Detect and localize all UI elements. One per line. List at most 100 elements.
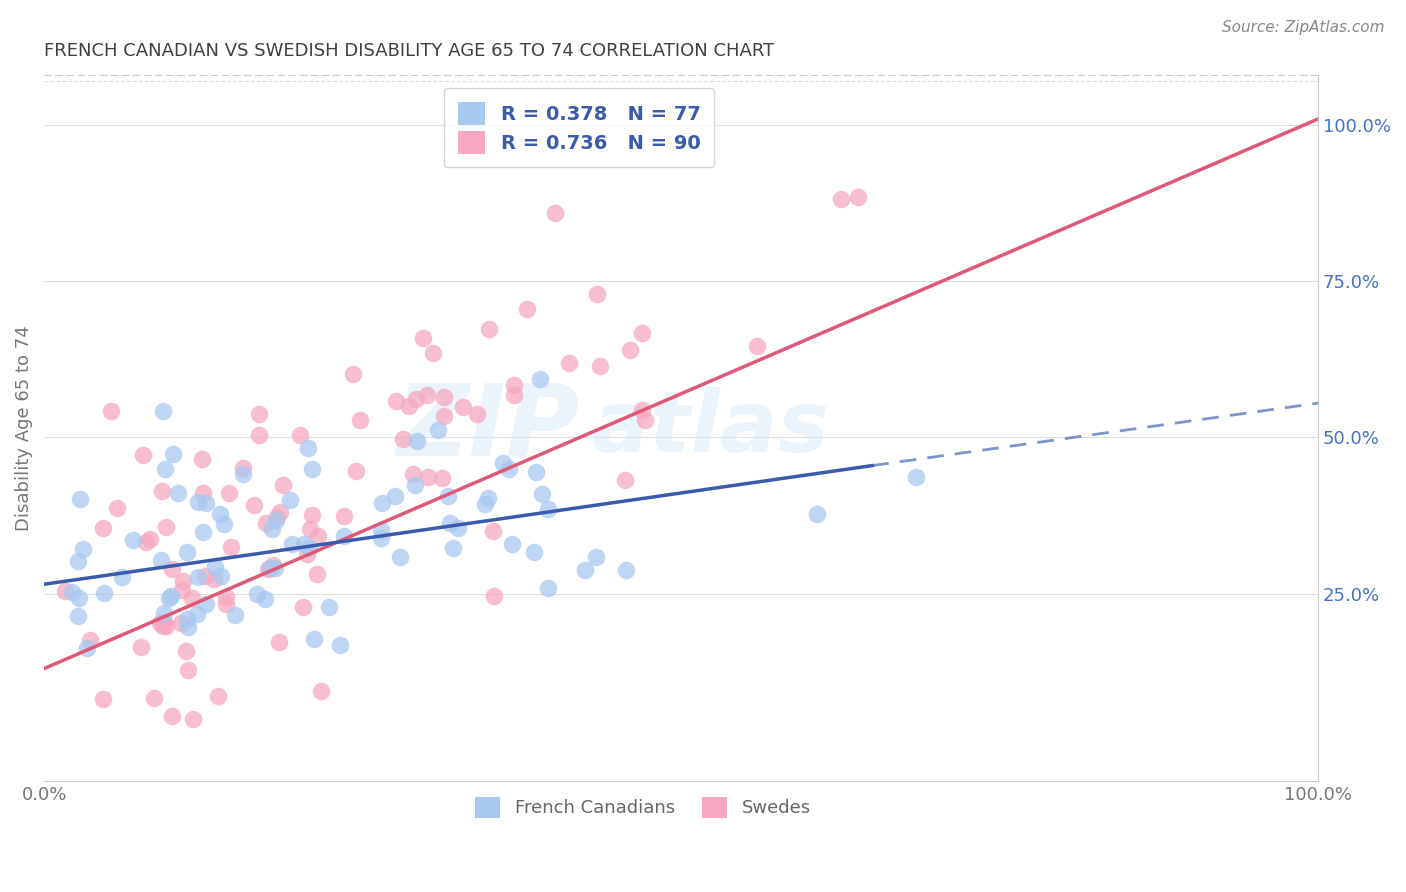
Text: Source: ZipAtlas.com: Source: ZipAtlas.com bbox=[1222, 20, 1385, 35]
Point bbox=[478, 322, 501, 336]
Point bbox=[177, 664, 200, 678]
Point bbox=[371, 496, 394, 510]
Point bbox=[79, 632, 101, 647]
Point bbox=[266, 510, 288, 524]
Point bbox=[246, 586, 269, 600]
Point bbox=[631, 326, 654, 340]
Point bbox=[232, 467, 254, 482]
Point bbox=[149, 616, 172, 631]
Point bbox=[155, 520, 177, 534]
Point bbox=[67, 554, 90, 568]
Point bbox=[619, 343, 641, 358]
Point bbox=[404, 478, 426, 492]
Point bbox=[138, 532, 160, 546]
Point bbox=[224, 607, 246, 622]
Point bbox=[589, 359, 612, 374]
Point bbox=[297, 541, 319, 555]
Point bbox=[474, 497, 496, 511]
Point bbox=[389, 549, 412, 564]
Point bbox=[299, 522, 322, 536]
Point bbox=[219, 540, 242, 554]
Point bbox=[254, 516, 277, 531]
Point bbox=[501, 536, 523, 550]
Point bbox=[247, 407, 270, 421]
Point bbox=[157, 591, 180, 606]
Point bbox=[155, 618, 177, 632]
Point bbox=[278, 492, 301, 507]
Point bbox=[269, 505, 291, 519]
Point bbox=[162, 446, 184, 460]
Point bbox=[262, 558, 284, 573]
Point bbox=[465, 407, 488, 421]
Point bbox=[172, 583, 194, 598]
Point bbox=[301, 508, 323, 523]
Point bbox=[204, 560, 226, 574]
Point bbox=[91, 521, 114, 535]
Point bbox=[215, 590, 238, 604]
Point bbox=[491, 456, 513, 470]
Point bbox=[451, 400, 474, 414]
Point bbox=[193, 524, 215, 539]
Point bbox=[259, 560, 281, 574]
Point bbox=[370, 531, 392, 545]
Point bbox=[195, 597, 218, 611]
Point bbox=[342, 367, 364, 381]
Point bbox=[295, 547, 318, 561]
Point bbox=[280, 537, 302, 551]
Point bbox=[437, 489, 460, 503]
Point bbox=[209, 568, 232, 582]
Point bbox=[160, 708, 183, 723]
Point bbox=[402, 467, 425, 482]
Point bbox=[193, 486, 215, 500]
Point bbox=[150, 483, 173, 498]
Point bbox=[271, 478, 294, 492]
Point bbox=[498, 461, 520, 475]
Point bbox=[426, 423, 449, 437]
Point bbox=[153, 462, 176, 476]
Point bbox=[447, 521, 470, 535]
Point bbox=[433, 409, 456, 423]
Point bbox=[177, 620, 200, 634]
Point bbox=[630, 403, 652, 417]
Point bbox=[503, 378, 526, 392]
Point bbox=[254, 592, 277, 607]
Point bbox=[169, 616, 191, 631]
Point bbox=[232, 461, 254, 475]
Point bbox=[111, 570, 134, 584]
Point bbox=[502, 387, 524, 401]
Point bbox=[195, 496, 218, 510]
Point bbox=[523, 545, 546, 559]
Point bbox=[307, 529, 329, 543]
Point bbox=[904, 470, 927, 484]
Point bbox=[329, 638, 352, 652]
Point bbox=[524, 465, 547, 479]
Point bbox=[301, 462, 323, 476]
Point bbox=[482, 524, 505, 538]
Point bbox=[529, 372, 551, 386]
Point bbox=[318, 599, 340, 614]
Point bbox=[174, 643, 197, 657]
Point bbox=[262, 522, 284, 536]
Point bbox=[482, 589, 505, 603]
Point bbox=[830, 192, 852, 206]
Point bbox=[256, 562, 278, 576]
Point bbox=[214, 517, 236, 532]
Point bbox=[191, 451, 214, 466]
Point bbox=[247, 428, 270, 442]
Point bbox=[53, 583, 76, 598]
Point bbox=[291, 599, 314, 614]
Point bbox=[76, 640, 98, 655]
Point bbox=[208, 507, 231, 521]
Point bbox=[218, 486, 240, 500]
Point bbox=[432, 471, 454, 485]
Point bbox=[614, 563, 637, 577]
Point bbox=[574, 563, 596, 577]
Point bbox=[194, 569, 217, 583]
Point bbox=[186, 607, 208, 621]
Point bbox=[176, 545, 198, 559]
Point bbox=[307, 567, 329, 582]
Point bbox=[67, 609, 90, 624]
Point bbox=[370, 524, 392, 538]
Point bbox=[93, 585, 115, 599]
Text: atlas: atlas bbox=[592, 386, 830, 469]
